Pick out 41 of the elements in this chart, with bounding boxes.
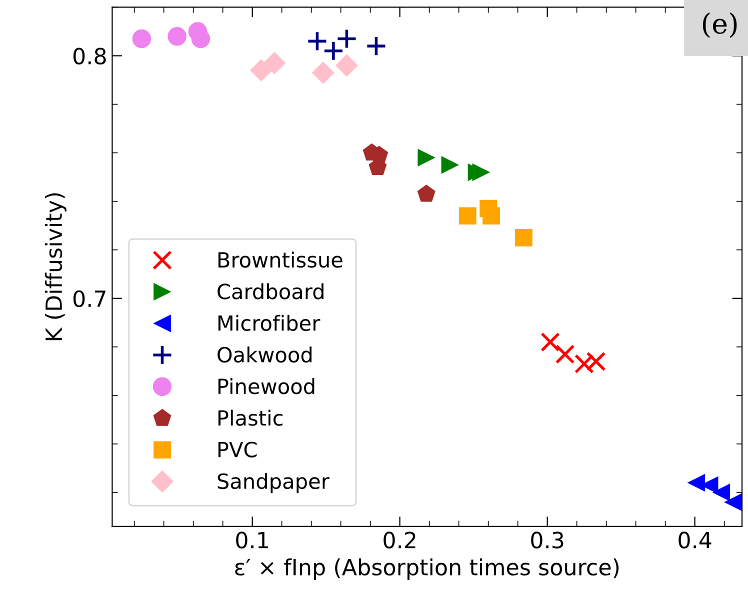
legend-label: Pinewood xyxy=(218,378,314,394)
x-tick-label: 0.1 xyxy=(236,532,268,548)
point xyxy=(168,26,186,46)
point xyxy=(555,344,575,364)
point xyxy=(336,54,358,77)
point xyxy=(724,493,742,511)
point xyxy=(482,207,500,225)
legend-label: Sandpaper xyxy=(218,472,330,494)
point xyxy=(132,29,152,48)
point xyxy=(574,354,594,374)
point xyxy=(441,156,459,174)
point xyxy=(586,352,606,372)
point xyxy=(688,474,705,492)
point xyxy=(458,207,476,225)
y-tick-label: 0.8 xyxy=(73,48,106,65)
point xyxy=(263,52,286,74)
point xyxy=(312,62,334,84)
y-tick-label: 0.7 xyxy=(73,290,106,308)
point xyxy=(306,30,328,52)
annotation: (e) xyxy=(702,12,737,38)
point xyxy=(366,36,387,56)
x-tick-label: 0.3 xyxy=(531,532,564,548)
x-axis-title: ε′ × fInp (Absorption times source) xyxy=(235,558,619,580)
legend-label: Cardboard xyxy=(218,283,324,300)
point xyxy=(472,164,490,181)
legend-label: Microfiber xyxy=(218,314,320,331)
point xyxy=(250,59,272,82)
point xyxy=(418,148,436,166)
point xyxy=(515,229,532,246)
point xyxy=(712,484,730,502)
legend-label: Browntissue xyxy=(218,252,342,268)
x-tick-label: 0.2 xyxy=(384,532,416,548)
legend-label: PVC xyxy=(218,442,257,458)
point xyxy=(336,28,358,50)
y-axis-title: K (Diffusivity) xyxy=(44,193,66,340)
point xyxy=(323,40,344,62)
point xyxy=(540,332,560,352)
legend-label: Oakwood xyxy=(218,346,312,363)
point xyxy=(417,184,436,202)
legend-label: Plastic xyxy=(218,410,283,426)
x-tick-label: 0.4 xyxy=(678,532,712,548)
